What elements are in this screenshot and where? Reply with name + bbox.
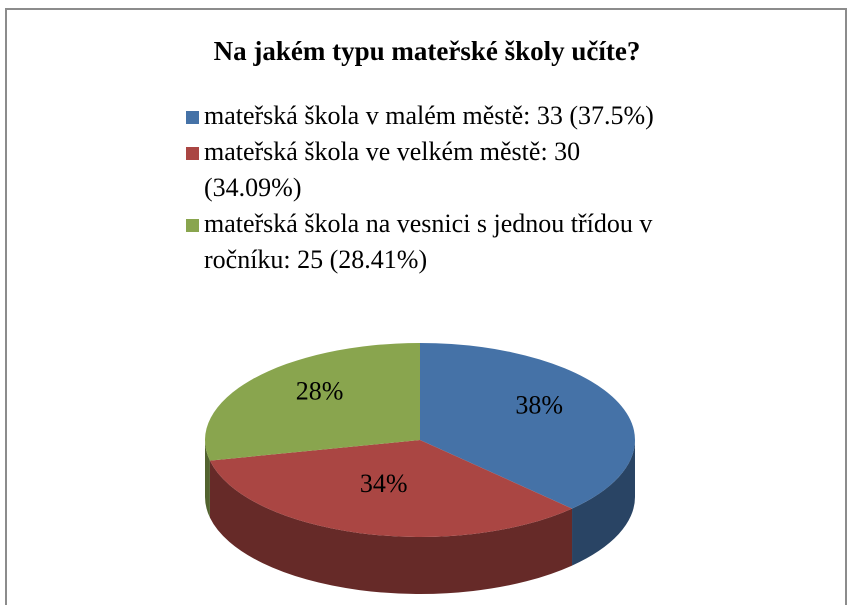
legend-label: mateřská škola v malém městě: 33 (37.5%)	[204, 101, 654, 130]
legend-swatch	[186, 147, 199, 160]
data-label: 34%	[360, 469, 408, 498]
legend-label: mateřská škola na vesnici s jednou třído…	[204, 209, 653, 274]
data-label: 38%	[515, 391, 563, 420]
legend: mateřská škola v malém městě: 33 (37.5%)…	[186, 98, 666, 278]
pie-side	[209, 460, 573, 594]
legend-label: mateřská škola ve velkém městě: 30 (34.0…	[204, 137, 581, 202]
legend-swatch	[186, 111, 199, 124]
pie-slice	[209, 440, 573, 537]
pie-side	[572, 440, 635, 566]
chart-frame	[5, 8, 847, 605]
pie-slice	[204, 343, 420, 461]
legend-entry: mateřská škola v malém městě: 33 (37.5%)	[186, 98, 666, 134]
chart-title: Na jakém typu mateřské školy učíte?	[213, 36, 641, 66]
legend-swatch	[186, 219, 199, 232]
data-label: 28%	[296, 376, 344, 405]
pie-slice	[420, 343, 635, 509]
legend-entry: mateřská škola na vesnici s jednou třído…	[186, 206, 666, 278]
pie-side	[205, 440, 210, 518]
legend-entry: mateřská škola ve velkém městě: 30 (34.0…	[186, 134, 666, 206]
